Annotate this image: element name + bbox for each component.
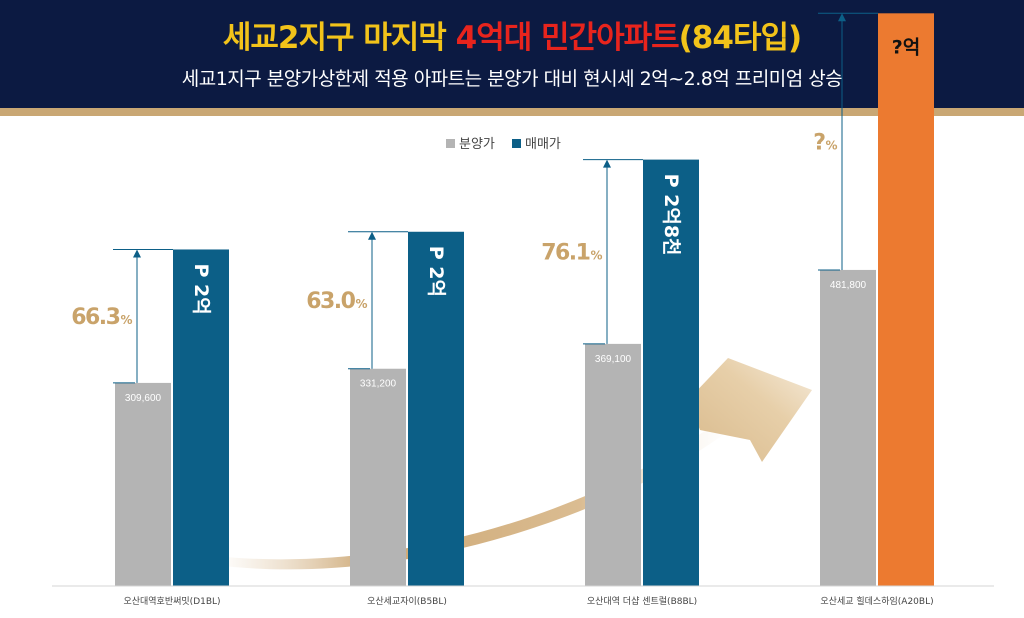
x-category-label: 오산대역호반써밋(D1BL) [123, 596, 220, 607]
title-part2: 4억대 민간아파트 [455, 20, 680, 56]
sale-price-bar [350, 368, 406, 586]
header-stripe [0, 108, 1024, 116]
header-banner [0, 0, 1024, 108]
page-title: 세교2지구 마지막 4억대 민간아파트(84타입) [0, 18, 1024, 58]
premium-arrow-head [838, 13, 846, 22]
premium-percent-label: 76.1% [541, 241, 602, 266]
x-category-label: 오산세교 힐데스하임(A20BL) [820, 595, 933, 607]
x-category-label: 오산대역 더샵 센트럴(B8BL) [587, 596, 697, 607]
legend-swatch-market [512, 139, 521, 148]
premium-percent-label: 63.0% [306, 289, 367, 314]
market-price-bar [173, 249, 229, 587]
market-price-bar [878, 13, 934, 586]
percent-value: 76.1 [541, 241, 589, 266]
sale-price-bar [115, 382, 171, 586]
percent-value: 66.3 [71, 305, 119, 330]
sale-price-bar [820, 269, 876, 586]
premium-percent-label: ?% [813, 131, 837, 156]
market-price-bar [643, 159, 699, 586]
percent-value: ? [813, 131, 825, 156]
premium-arrow-head [133, 249, 141, 258]
sale-price-label: 331,200 [360, 379, 397, 390]
title-part3: (84타입) [678, 20, 803, 56]
legend-swatch-sale [446, 139, 455, 148]
title-part1: 세교2지구 마지막 [222, 20, 456, 56]
premium-arrow-head [603, 159, 611, 168]
page-subtitle: 세교1지구 분양가상한제 적용 아파트는 분양가 대비 현시세 2억~2.8억 … [181, 68, 843, 90]
percent-unit: % [355, 297, 367, 311]
sale-price-label: 369,100 [595, 354, 632, 365]
x-category-label: 오산세교자이(B5BL) [367, 596, 447, 607]
sale-price-label: 309,600 [125, 393, 162, 404]
premium-arrow-head [368, 231, 376, 240]
market-price-bar [408, 231, 464, 586]
percent-unit: % [590, 249, 602, 263]
sale-price-label: 481,800 [830, 280, 867, 291]
market-price-label: P 2억 [190, 263, 212, 314]
percent-unit: % [825, 139, 837, 153]
sale-price-bar [585, 343, 641, 586]
legend-label-sale: 분양가 [459, 137, 495, 152]
growth-arrow [215, 358, 812, 570]
legend-label-market: 매매가 [525, 137, 561, 152]
market-price-label: P 2억 [425, 246, 447, 297]
percent-value: 63.0 [306, 289, 355, 314]
premium-percent-label: 66.3% [71, 305, 132, 330]
market-price-label: ?억 [892, 36, 921, 58]
percent-unit: % [120, 313, 132, 327]
market-price-label: P 2억8천 [660, 174, 682, 256]
